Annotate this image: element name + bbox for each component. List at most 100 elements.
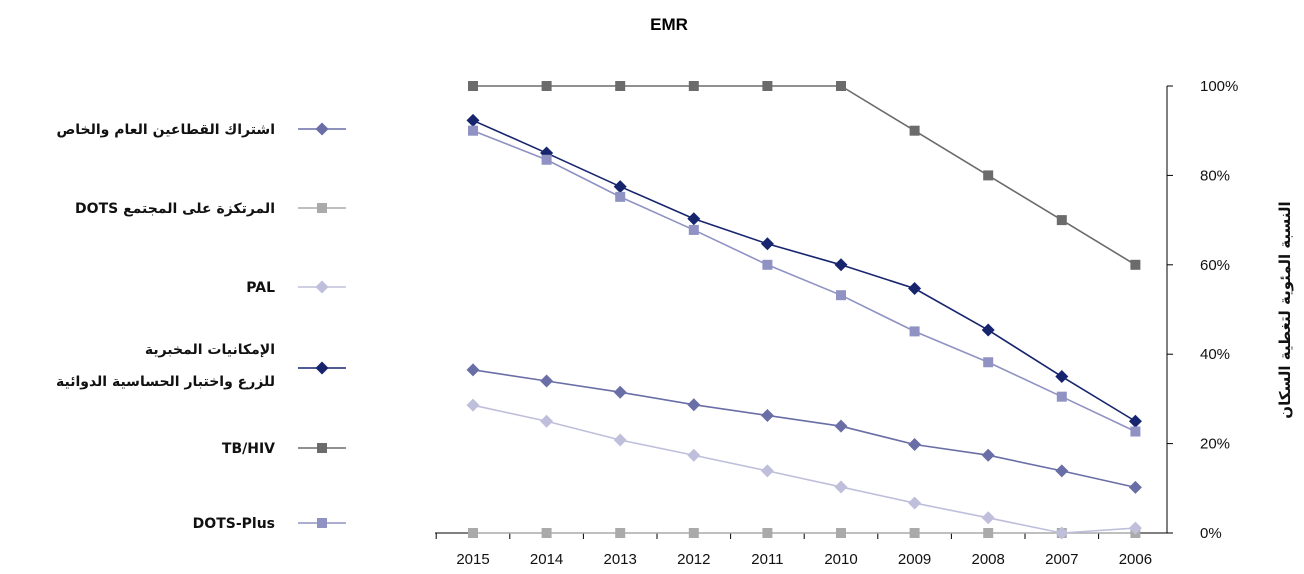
x-tick-label: 2014 bbox=[530, 551, 563, 568]
data-point bbox=[760, 464, 774, 478]
data-point bbox=[1128, 521, 1142, 535]
data-point bbox=[836, 81, 846, 91]
data-point bbox=[688, 81, 699, 91]
series-line bbox=[472, 404, 1136, 534]
y-tick-label: 60% bbox=[1200, 257, 1230, 274]
series-line bbox=[472, 119, 1136, 422]
data-point bbox=[1055, 464, 1069, 478]
legend-label: DOTS المرتكزة على المجتمع bbox=[75, 201, 275, 217]
data-point bbox=[466, 363, 480, 377]
data-point bbox=[541, 81, 552, 91]
legend-label: TB/HIV bbox=[222, 441, 275, 457]
data-point bbox=[541, 528, 552, 538]
data-point bbox=[1130, 426, 1141, 437]
x-tick-label: 2007 bbox=[1045, 551, 1078, 568]
y-tick-label: 0% bbox=[1200, 525, 1222, 542]
data-point bbox=[466, 113, 480, 127]
data-point bbox=[836, 528, 846, 538]
data-point bbox=[541, 154, 552, 165]
data-point bbox=[981, 448, 995, 462]
legend-marker bbox=[315, 280, 329, 294]
data-point bbox=[1130, 259, 1141, 270]
data-point bbox=[1128, 414, 1142, 428]
data-point bbox=[981, 323, 995, 337]
legend-item: اشتراك القطاعين العام والخاص bbox=[56, 122, 346, 138]
y-tick-label: 80% bbox=[1200, 167, 1230, 184]
data-point bbox=[1055, 370, 1069, 384]
x-tick-label: 2008 bbox=[972, 551, 1005, 568]
legend-marker bbox=[317, 203, 327, 213]
data-point bbox=[834, 258, 848, 272]
series-line bbox=[472, 369, 1136, 489]
data-point bbox=[687, 448, 701, 462]
data-point bbox=[908, 281, 922, 295]
legend-label: للزرع واختبار الحساسية الدوائية bbox=[56, 374, 275, 390]
x-tick-label: 2009 bbox=[898, 551, 931, 568]
data-point bbox=[909, 326, 920, 337]
data-point bbox=[1128, 480, 1142, 494]
y-tick-label: 20% bbox=[1200, 436, 1230, 453]
data-point bbox=[687, 398, 701, 412]
data-point bbox=[836, 290, 846, 301]
data-point bbox=[613, 180, 627, 194]
data-point bbox=[983, 170, 994, 181]
data-point bbox=[762, 81, 773, 91]
data-point bbox=[908, 496, 922, 510]
data-point bbox=[468, 125, 478, 136]
legend-marker bbox=[315, 361, 329, 375]
x-tick-label: 2012 bbox=[677, 551, 710, 568]
data-point bbox=[615, 528, 626, 538]
data-point bbox=[615, 81, 626, 91]
data-point bbox=[613, 433, 627, 447]
data-point bbox=[909, 125, 920, 136]
legend: اشتراك القطاعين العام والخاص DOTS المرتكز… bbox=[56, 122, 346, 532]
legend-label: PAL bbox=[246, 280, 275, 296]
data-point bbox=[613, 385, 627, 399]
legend-item: الإمكانيات المخبرية للزرع واختبار الحساسي… bbox=[56, 342, 346, 390]
data-point bbox=[1056, 215, 1067, 226]
data-point bbox=[466, 398, 480, 412]
data-point bbox=[688, 528, 699, 538]
legend-label: الإمكانيات المخبرية bbox=[145, 342, 275, 358]
legend-marker bbox=[317, 518, 327, 528]
legend-marker bbox=[317, 443, 327, 453]
data-point bbox=[834, 480, 848, 494]
data-point bbox=[983, 528, 994, 538]
data-point bbox=[1055, 526, 1069, 540]
legend-item: DOTS-Plus bbox=[193, 516, 346, 532]
x-tick-label: 2013 bbox=[604, 551, 637, 568]
data-point bbox=[760, 237, 774, 251]
data-point bbox=[687, 212, 701, 226]
y-tick-label: 40% bbox=[1200, 346, 1230, 363]
series-line bbox=[472, 129, 1136, 433]
legend-label: DOTS-Plus bbox=[193, 516, 275, 532]
y-axis-title: النسبة المئوية لتغطية السكان bbox=[1276, 201, 1294, 418]
x-tick-label: 2010 bbox=[824, 551, 857, 568]
x-tick-label: 2015 bbox=[456, 551, 489, 568]
data-point bbox=[1056, 391, 1067, 402]
data-point bbox=[468, 81, 478, 91]
data-point bbox=[760, 408, 774, 422]
data-point bbox=[981, 511, 995, 525]
x-tick-label: 2006 bbox=[1119, 551, 1152, 568]
data-point bbox=[908, 437, 922, 451]
series-line bbox=[473, 85, 1136, 266]
series-lines bbox=[472, 85, 1136, 534]
data-markers bbox=[466, 81, 1142, 540]
data-point bbox=[540, 374, 554, 388]
data-point bbox=[688, 224, 699, 235]
chart-title: EMR bbox=[650, 15, 688, 34]
data-point bbox=[909, 528, 920, 538]
legend-label: اشتراك القطاعين العام والخاص bbox=[56, 122, 275, 138]
data-point bbox=[762, 528, 773, 538]
data-point bbox=[468, 528, 478, 538]
data-point bbox=[983, 357, 994, 368]
data-point bbox=[540, 414, 554, 428]
legend-item: TB/HIV bbox=[222, 441, 346, 457]
x-tick-label: 2011 bbox=[751, 551, 783, 568]
data-point bbox=[762, 259, 773, 270]
axes: 2015 2014 2013 2012 2011 2010 2009 2008 2007 2006… bbox=[435, 78, 1238, 568]
legend-item: PAL bbox=[246, 280, 346, 296]
data-point bbox=[615, 191, 626, 202]
